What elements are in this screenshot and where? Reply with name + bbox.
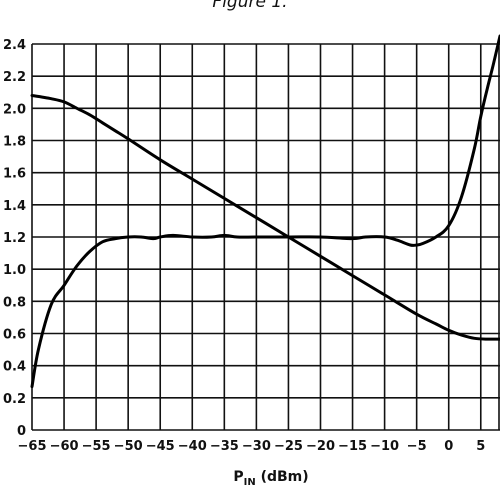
- y-tick-label: 1.8: [3, 135, 26, 150]
- series-line-1: [30, 34, 500, 389]
- x-tick-label: −5: [407, 439, 427, 454]
- y-tick-label: 0: [17, 424, 26, 439]
- x-tick-label: −15: [338, 439, 367, 454]
- x-tick-label: −10: [370, 439, 399, 454]
- y-tick-label: 1.2: [3, 231, 26, 246]
- y-tick-label: 1.4: [3, 199, 26, 214]
- x-axis-title-main: P: [233, 469, 243, 485]
- y-tick-label: 1.6: [3, 167, 26, 182]
- x-axis-title: PIN (dBm): [233, 469, 308, 488]
- y-tick-label: 0.6: [3, 328, 26, 343]
- x-tick-label: −55: [82, 439, 111, 454]
- x-tick-label: −40: [178, 439, 207, 454]
- x-tick-label: −45: [146, 439, 175, 454]
- x-tick-label: −25: [274, 439, 303, 454]
- y-tick-label: 2.2: [3, 70, 26, 85]
- y-tick-label: 0.2: [3, 392, 26, 407]
- y-tick-label: 0.4: [3, 360, 26, 375]
- x-tick-label: 5: [476, 439, 485, 454]
- y-tick-label: 2.0: [3, 102, 26, 117]
- x-tick-label: −35: [210, 439, 239, 454]
- x-axis-title-subscript: IN: [244, 477, 256, 488]
- x-tick-label: −60: [50, 439, 79, 454]
- y-tick-label: 0.8: [3, 295, 26, 310]
- x-axis-title-unit: (dBm): [256, 469, 309, 485]
- series-group: [30, 34, 500, 389]
- x-tick-label: 0: [444, 439, 453, 454]
- y-tick-label: 2.4: [3, 38, 26, 53]
- x-tick-label: −30: [242, 439, 271, 454]
- tick-labels: −65 −60 −55 −50 −45 −40 −35 −30 −25 −20 −15 −10 −5 0 5…: [3, 38, 485, 454]
- x-tick-label: −50: [114, 439, 143, 454]
- series-line-2: [30, 94, 500, 341]
- x-tick-label: −20: [306, 439, 335, 454]
- figure-caption: Figure 1.: [212, 0, 288, 12]
- y-tick-label: 1.0: [3, 263, 26, 278]
- x-tick-label: −65: [18, 439, 47, 454]
